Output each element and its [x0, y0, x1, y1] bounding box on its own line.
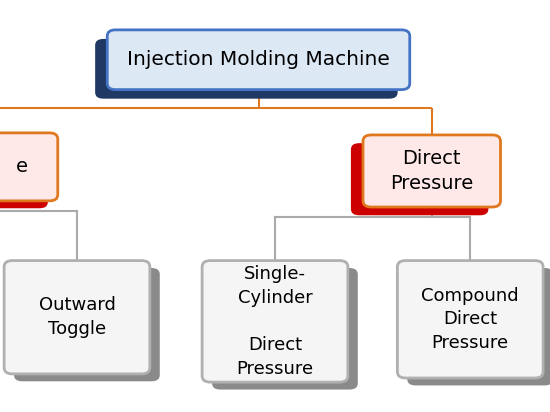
FancyBboxPatch shape — [0, 133, 58, 201]
Text: e: e — [16, 157, 28, 176]
FancyBboxPatch shape — [363, 135, 500, 207]
Text: Injection Molding Machine: Injection Molding Machine — [127, 50, 390, 69]
FancyBboxPatch shape — [202, 260, 348, 382]
FancyBboxPatch shape — [4, 260, 150, 374]
FancyBboxPatch shape — [407, 268, 550, 386]
FancyBboxPatch shape — [0, 140, 48, 208]
Text: Direct
Pressure: Direct Pressure — [390, 149, 474, 193]
FancyBboxPatch shape — [212, 268, 358, 390]
Text: Single-
Cylinder

Direct
Pressure: Single- Cylinder Direct Pressure — [236, 265, 314, 377]
FancyBboxPatch shape — [95, 39, 398, 99]
FancyBboxPatch shape — [14, 268, 160, 382]
FancyBboxPatch shape — [107, 30, 410, 90]
Text: Outward
Toggle: Outward Toggle — [39, 297, 116, 338]
FancyBboxPatch shape — [397, 260, 543, 378]
FancyBboxPatch shape — [351, 143, 488, 215]
Text: Compound
Direct
Pressure: Compound Direct Pressure — [421, 287, 519, 352]
